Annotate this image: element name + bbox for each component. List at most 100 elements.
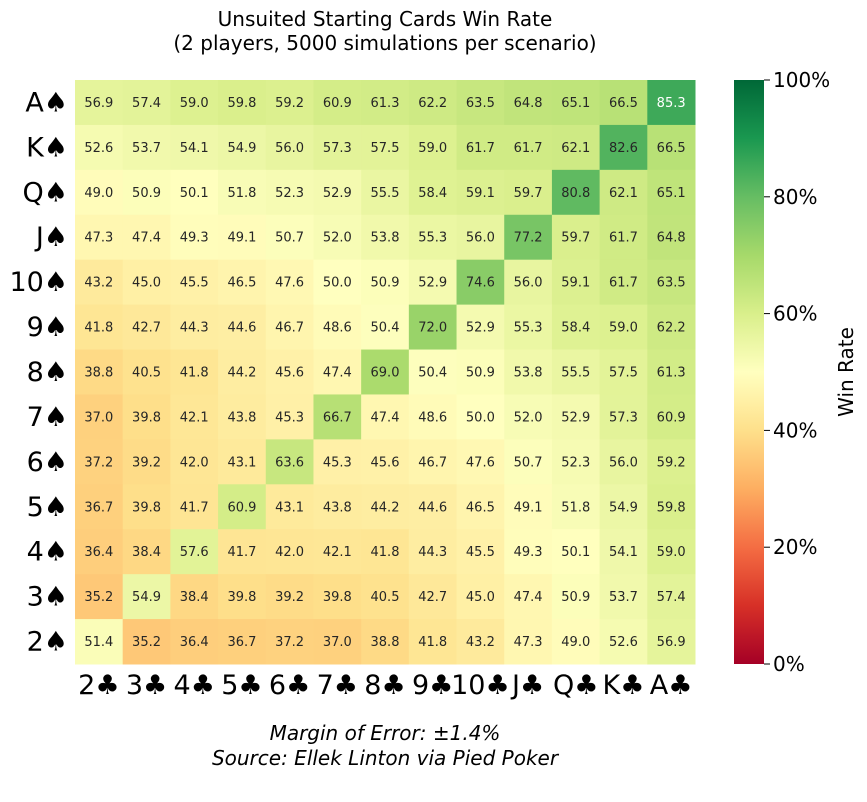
y-tick-label: 7♠ bbox=[27, 402, 68, 433]
cell-value-label: 50.4 bbox=[418, 366, 447, 381]
heatmap-cell bbox=[218, 484, 267, 530]
y-tick-label: 4♠ bbox=[27, 537, 68, 568]
y-tick-label: 5♠ bbox=[27, 492, 68, 523]
heatmap-cell bbox=[75, 169, 124, 216]
cell-value-label: 43.8 bbox=[323, 500, 352, 515]
heatmap-cell bbox=[170, 439, 219, 485]
heatmap-cell bbox=[361, 80, 410, 126]
heatmap-cell bbox=[218, 394, 267, 440]
heatmap-cell bbox=[218, 529, 267, 575]
y-tick-label: 6♠ bbox=[27, 447, 68, 478]
heatmap-cell bbox=[122, 214, 171, 261]
heatmap-cell bbox=[361, 304, 410, 351]
heatmap-cell bbox=[170, 619, 219, 665]
cell-value-label: 52.3 bbox=[561, 455, 590, 470]
cell-value-label: 41.7 bbox=[180, 500, 209, 515]
cell-value-label: 59.2 bbox=[275, 96, 304, 111]
cell-value-label: 37.0 bbox=[323, 635, 352, 650]
cell-value-label: 60.9 bbox=[323, 96, 352, 111]
cell-value-label: 44.6 bbox=[418, 500, 447, 515]
cell-value-label: 52.9 bbox=[323, 186, 352, 201]
heatmap-cell bbox=[551, 349, 601, 395]
heatmap-cell bbox=[75, 349, 124, 395]
heatmap-cell bbox=[313, 349, 362, 395]
cell-value-label: 47.4 bbox=[371, 410, 400, 425]
heatmap-cell bbox=[361, 394, 410, 440]
cell-value-label: 49.0 bbox=[561, 635, 590, 650]
heatmap-cell bbox=[408, 574, 458, 620]
heatmap-cell bbox=[456, 439, 505, 485]
colorbar-tick-label: 0% bbox=[773, 652, 805, 676]
heatmap-cell bbox=[647, 574, 696, 620]
heatmap-cell bbox=[647, 484, 696, 530]
heatmap-cell bbox=[170, 214, 219, 261]
x-tick-label: 3♣ bbox=[126, 670, 167, 701]
heatmap-cell bbox=[599, 394, 648, 440]
cell-value-label: 57.3 bbox=[323, 141, 352, 156]
heatmap-cell bbox=[408, 619, 458, 665]
heatmap-cell bbox=[265, 484, 314, 530]
heatmap-cell bbox=[504, 529, 553, 575]
cell-value-label: 47.4 bbox=[132, 231, 161, 246]
heatmap-cell bbox=[599, 484, 648, 530]
cell-value-label: 49.1 bbox=[227, 231, 256, 246]
heatmap-cell bbox=[170, 169, 219, 216]
heatmap-cell bbox=[361, 124, 410, 171]
heatmap-cell bbox=[75, 619, 124, 665]
heatmap-cell bbox=[75, 439, 124, 485]
cell-value-label: 52.9 bbox=[466, 321, 495, 336]
cell-value-label: 46.7 bbox=[418, 455, 447, 470]
cell-value-label: 45.3 bbox=[323, 455, 352, 470]
heatmap-cell bbox=[361, 529, 410, 575]
heatmap-cell bbox=[313, 574, 362, 620]
cell-value-label: 64.8 bbox=[657, 231, 686, 246]
heatmap-cell bbox=[265, 619, 314, 665]
heatmap-cell bbox=[122, 80, 171, 126]
cell-value-label: 36.7 bbox=[84, 500, 113, 515]
heatmap-cell bbox=[599, 169, 648, 216]
heatmap-cell bbox=[218, 349, 267, 395]
cell-value-label: 52.6 bbox=[609, 635, 638, 650]
cell-value-label: 37.2 bbox=[84, 455, 113, 470]
cell-value-label: 45.6 bbox=[371, 455, 400, 470]
cell-value-label: 74.6 bbox=[466, 276, 495, 291]
heatmap-cell bbox=[551, 574, 601, 620]
heatmap-cell bbox=[122, 349, 171, 395]
heatmap-cell bbox=[265, 259, 314, 306]
cell-value-label: 63.5 bbox=[466, 96, 495, 111]
cell-value-label: 66.5 bbox=[657, 141, 686, 156]
cell-value-label: 46.7 bbox=[275, 321, 304, 336]
x-tick-label: 6♣ bbox=[269, 670, 310, 701]
cell-value-label: 39.8 bbox=[323, 590, 352, 605]
cell-value-label: 45.3 bbox=[275, 410, 304, 425]
heatmap-cell bbox=[265, 574, 314, 620]
heatmap-cell bbox=[75, 529, 124, 575]
heatmap-cell bbox=[504, 124, 553, 171]
heatmap-cell bbox=[361, 574, 410, 620]
heatmap-cell bbox=[313, 214, 362, 261]
cell-value-label: 43.1 bbox=[275, 500, 304, 515]
cell-value-label: 61.3 bbox=[657, 366, 686, 381]
heatmap-cell bbox=[170, 529, 219, 575]
cell-value-label: 41.8 bbox=[371, 545, 400, 560]
cell-value-label: 51.4 bbox=[84, 635, 113, 650]
heatmap-cell bbox=[218, 619, 267, 665]
heatmap-cell bbox=[75, 124, 124, 171]
heatmap-cell bbox=[408, 484, 458, 530]
cell-value-label: 52.0 bbox=[514, 410, 543, 425]
cell-value-label: 66.5 bbox=[609, 96, 638, 111]
heatmap-cell bbox=[265, 439, 314, 485]
cell-value-label: 56.0 bbox=[514, 276, 543, 291]
heatmap-cell bbox=[122, 484, 171, 530]
cell-value-label: 44.2 bbox=[371, 500, 400, 515]
y-tick-label: 9♠ bbox=[27, 312, 68, 343]
heatmap-cell bbox=[456, 304, 505, 351]
cell-value-label: 41.8 bbox=[84, 321, 113, 336]
heatmap-cell bbox=[218, 304, 267, 351]
heatmap-cell bbox=[313, 169, 362, 216]
colorbar-tick-label: 20% bbox=[773, 535, 817, 559]
heatmap-cell bbox=[265, 349, 314, 395]
cell-value-label: 44.2 bbox=[227, 366, 256, 381]
cell-value-label: 47.3 bbox=[514, 635, 543, 650]
